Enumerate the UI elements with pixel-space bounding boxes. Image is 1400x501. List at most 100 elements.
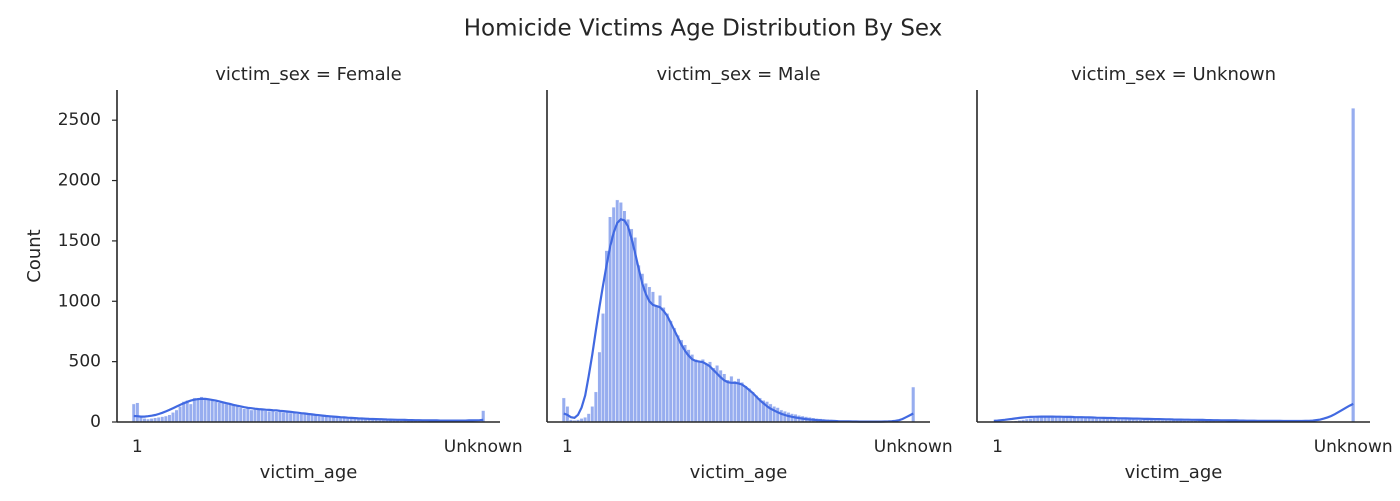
bar	[302, 413, 307, 423]
bar	[668, 320, 673, 423]
bar	[192, 397, 197, 423]
panel-title: victim_sex = Male	[656, 64, 820, 85]
kde-curve	[993, 402, 1354, 423]
y-tick-label: 0	[90, 412, 101, 432]
bar	[654, 305, 659, 423]
x-tick-label: Unknown	[444, 437, 523, 457]
bar	[224, 403, 229, 423]
bar	[163, 415, 168, 423]
bar	[135, 402, 140, 423]
bar	[185, 400, 190, 423]
bar	[643, 282, 648, 423]
bar	[911, 386, 916, 423]
bar	[725, 379, 730, 423]
bar	[245, 407, 250, 423]
bar	[622, 210, 627, 423]
bar	[679, 339, 684, 423]
bar	[736, 378, 741, 423]
bar	[260, 409, 265, 423]
y-tick-label: 2000	[58, 171, 101, 191]
bar	[732, 380, 737, 423]
bar	[288, 412, 293, 423]
y-tick-label: 1000	[58, 291, 101, 311]
x-tick-label: 1	[132, 437, 143, 457]
bar	[615, 199, 620, 423]
bar	[590, 406, 595, 423]
bar	[672, 327, 677, 423]
y-tick-label: 1500	[58, 231, 101, 251]
bar	[1351, 107, 1356, 423]
bar	[277, 410, 283, 423]
bar	[203, 397, 208, 423]
bar	[174, 409, 179, 423]
x-tick-label: Unknown	[1314, 437, 1393, 457]
bar	[682, 344, 688, 423]
bar	[306, 414, 311, 423]
bar	[561, 397, 566, 423]
bar	[263, 410, 268, 423]
bar	[700, 358, 705, 423]
bar	[782, 410, 787, 423]
bar	[693, 358, 698, 423]
bar	[235, 406, 240, 423]
panel-title: victim_sex = Unknown	[1071, 64, 1276, 85]
bar	[195, 398, 200, 423]
bar	[618, 202, 623, 423]
bar	[242, 408, 247, 423]
bar	[210, 400, 215, 423]
bar	[636, 264, 641, 423]
bar	[238, 407, 243, 423]
bar	[281, 412, 286, 423]
bar	[697, 361, 702, 423]
bar	[593, 391, 598, 423]
bar	[633, 237, 638, 423]
y-axis-label: Count	[24, 229, 45, 282]
bar	[317, 415, 322, 423]
bar	[231, 404, 236, 423]
bar	[199, 396, 204, 423]
bar	[188, 403, 193, 423]
bar	[178, 406, 183, 423]
x-axis-label: victim_age	[1125, 462, 1223, 483]
kde-curve	[133, 397, 484, 422]
bar	[586, 413, 591, 423]
bar	[217, 402, 222, 423]
bar	[704, 363, 709, 423]
bar	[131, 403, 136, 423]
bar	[206, 398, 211, 423]
bar	[313, 415, 318, 423]
bar	[324, 416, 329, 423]
bar	[686, 349, 691, 423]
bar	[267, 410, 272, 423]
bar	[625, 218, 630, 423]
bar	[256, 408, 261, 423]
bar	[740, 381, 745, 423]
bar	[775, 407, 780, 423]
bar	[285, 411, 290, 423]
bar	[743, 385, 748, 423]
bar	[661, 307, 666, 423]
bar	[170, 412, 176, 423]
bar	[629, 228, 634, 423]
bar	[220, 401, 225, 423]
x-tick-label: Unknown	[874, 437, 953, 457]
bar	[320, 415, 325, 423]
bar	[711, 367, 716, 423]
bar	[658, 294, 663, 423]
bar	[310, 414, 315, 423]
bar	[690, 354, 695, 423]
x-tick-label: 1	[562, 437, 573, 457]
bar	[779, 409, 784, 423]
bar	[675, 334, 680, 423]
bar	[707, 361, 713, 423]
bar	[213, 401, 218, 423]
x-tick-label: 1	[992, 437, 1003, 457]
bar	[295, 413, 300, 423]
bar	[665, 313, 670, 423]
bar	[270, 409, 275, 423]
x-axis-label: victim_age	[260, 462, 358, 483]
bar	[160, 416, 165, 423]
bar	[292, 412, 297, 423]
y-tick-label: 500	[69, 352, 101, 372]
